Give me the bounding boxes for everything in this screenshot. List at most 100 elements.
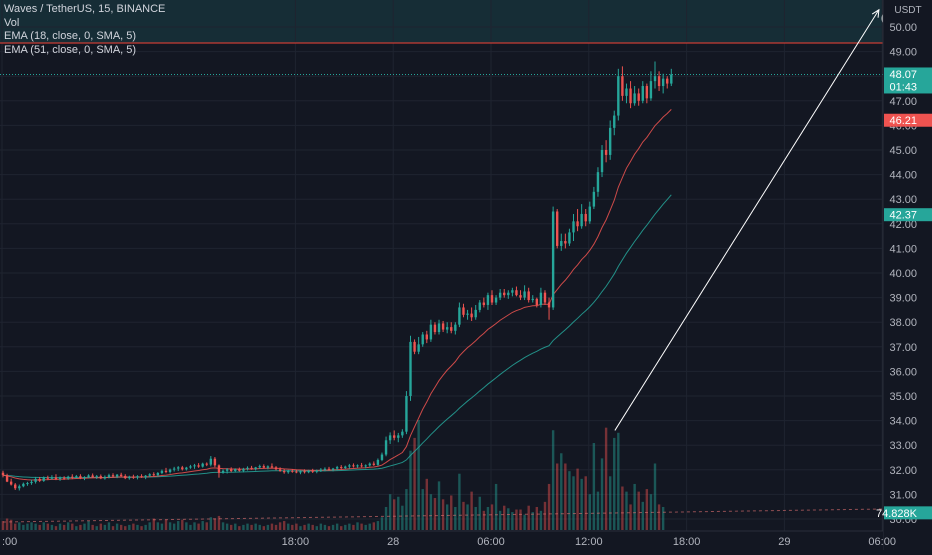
volume-bar <box>539 510 543 530</box>
candle <box>633 86 636 106</box>
volume-bar <box>413 437 416 530</box>
candle <box>462 303 465 318</box>
candle-body <box>246 467 249 469</box>
volume-bar <box>625 491 628 530</box>
volume-bar <box>551 430 555 530</box>
candle <box>352 463 355 468</box>
candle <box>564 233 567 249</box>
candle-body <box>5 475 9 482</box>
candle-body <box>177 467 180 469</box>
volume-bar <box>152 518 155 530</box>
volume-bar <box>474 506 477 530</box>
candle-body <box>661 78 665 87</box>
x-tick-label: 18:00 <box>673 536 701 548</box>
candle-body <box>303 471 306 473</box>
volume-bar <box>405 489 408 530</box>
candle <box>356 464 359 468</box>
candle-body <box>335 467 339 469</box>
candle-body <box>238 469 241 471</box>
volume-bar <box>466 504 469 530</box>
candle <box>645 83 649 104</box>
candle-body <box>608 127 612 155</box>
candle <box>450 322 453 334</box>
volume-bar <box>352 524 355 530</box>
volume-bar <box>197 523 200 530</box>
candle <box>103 475 107 480</box>
candle-body <box>617 76 620 116</box>
volume-bar <box>560 453 563 530</box>
candle-body <box>282 471 286 473</box>
candle <box>474 304 477 320</box>
candle <box>262 464 265 469</box>
volume-bar <box>221 522 225 530</box>
candle-body <box>315 470 318 472</box>
candle-body <box>401 431 404 436</box>
candle <box>397 432 400 443</box>
candle <box>511 287 514 297</box>
volume-bar <box>429 494 433 530</box>
volume-bar <box>523 514 526 530</box>
volume-bar <box>107 522 111 530</box>
y-tick-label: 44.00 <box>889 170 917 182</box>
candle-body <box>22 483 25 487</box>
volume-bar <box>270 523 274 530</box>
volume-bar <box>617 432 620 530</box>
volume-bar <box>189 524 192 530</box>
volume-bar <box>26 523 29 530</box>
candle-body <box>470 313 473 318</box>
candle <box>225 468 229 474</box>
legend-ema-slow: EMA (51, close, 0, SMA, 5) <box>4 43 137 56</box>
volume-bar <box>364 524 367 530</box>
candle <box>258 464 261 469</box>
candle <box>266 465 270 470</box>
candle-body <box>103 476 107 479</box>
volume-bar <box>340 526 343 530</box>
x-tick-label: 06:00 <box>477 536 505 548</box>
candle <box>503 288 506 298</box>
candle <box>388 432 392 444</box>
candle-body <box>164 470 168 473</box>
volume-bar <box>274 524 278 530</box>
candle-body <box>600 150 604 173</box>
volume-bar <box>242 524 245 530</box>
grid-lines <box>0 0 883 531</box>
volume-bar <box>299 526 302 530</box>
volume-bar <box>140 526 143 530</box>
volume-bar <box>613 437 616 530</box>
volume-bar <box>653 463 657 530</box>
candle <box>348 463 351 469</box>
volume-bar <box>637 491 640 530</box>
candle-body <box>172 468 176 470</box>
candle-body <box>380 454 384 460</box>
candle-body <box>344 466 347 469</box>
candle-body <box>653 76 657 82</box>
candle-body <box>417 344 420 352</box>
candle-body <box>666 78 669 84</box>
volume-bar <box>58 523 62 530</box>
price-label-value: 42.37 <box>889 210 917 222</box>
volume-bar <box>177 521 180 530</box>
candle-body <box>425 334 428 340</box>
candle-body <box>287 470 290 473</box>
volume-bar <box>519 509 522 530</box>
candle-body <box>327 468 331 470</box>
candle <box>132 474 135 479</box>
x-tick-label: :00 <box>2 536 17 548</box>
candle-body <box>124 475 127 479</box>
volume-bar <box>303 524 306 530</box>
volume-bar <box>384 506 388 530</box>
candle <box>303 469 306 474</box>
candle <box>421 332 424 347</box>
candle-body <box>295 471 298 473</box>
candle <box>372 461 376 466</box>
candle <box>641 81 644 104</box>
candle <box>425 330 428 344</box>
price-label-value: 48.07 <box>889 69 917 81</box>
candle <box>592 186 596 210</box>
candle <box>340 465 343 470</box>
candle <box>67 475 70 480</box>
candle <box>466 309 469 320</box>
price-label-bg <box>884 113 932 127</box>
